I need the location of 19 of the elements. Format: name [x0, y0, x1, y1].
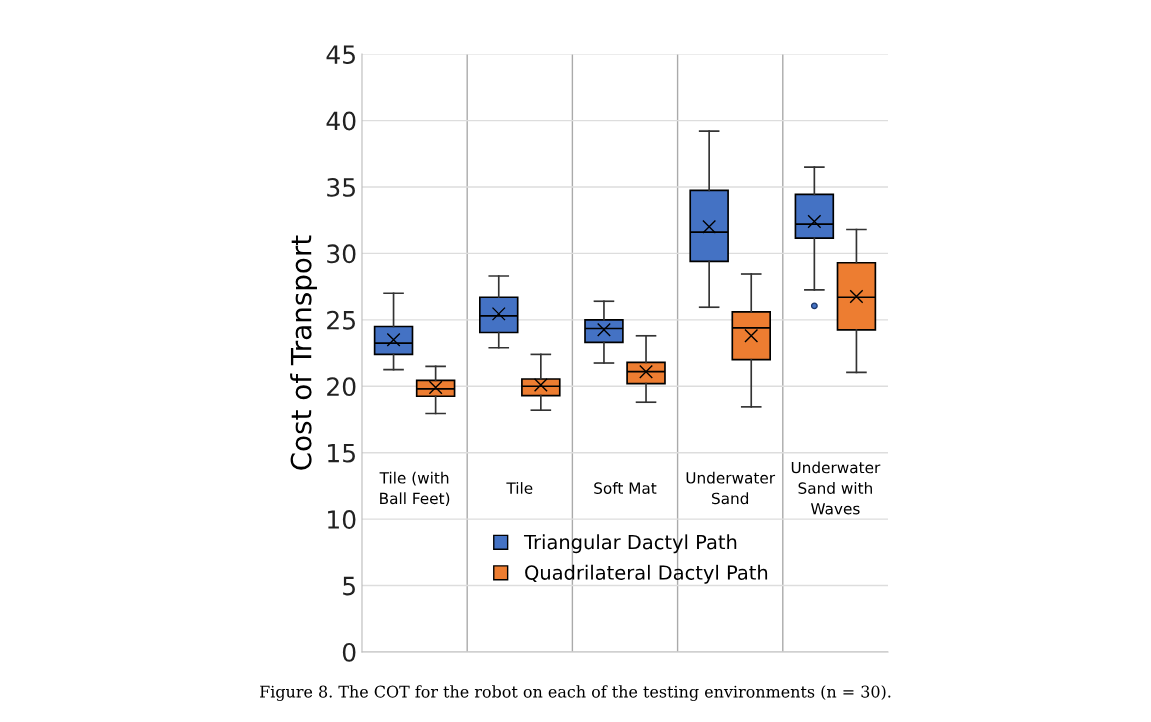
y-tick-label: 45 [326, 45, 355, 64]
x-tick-label: Soft Mat [594, 482, 657, 494]
x-tick-label: Underwater Sand with Waves [791, 461, 881, 515]
y-tick-label: 35 [327, 177, 355, 197]
y-tick-label: 15 [328, 443, 355, 463]
legend-label: Triangular Dactyl Path [523, 534, 737, 554]
y-tick-label: 30 [327, 244, 356, 264]
legend-label: Quadrilateral Dactyl Path [525, 564, 768, 584]
y-tick-label: 10 [328, 510, 356, 529]
y-tick-label: 5 [343, 576, 355, 596]
y-tick-label: 0 [342, 642, 356, 662]
y-tick-label: 20 [327, 377, 356, 397]
caption: Figure 8. The COT for the robot on each of the testing environments (n = 30). [260, 685, 891, 701]
y-tick-label: 40 [326, 111, 356, 131]
x-tick-label: Tile [506, 482, 533, 494]
y-tick-label: 25 [327, 310, 355, 330]
y-axis-title: Cost of Transport [290, 235, 317, 470]
x-tick-label: Underwater Sand [686, 471, 776, 505]
x-tick-label: Tile (with Ball Feet) [379, 471, 450, 506]
